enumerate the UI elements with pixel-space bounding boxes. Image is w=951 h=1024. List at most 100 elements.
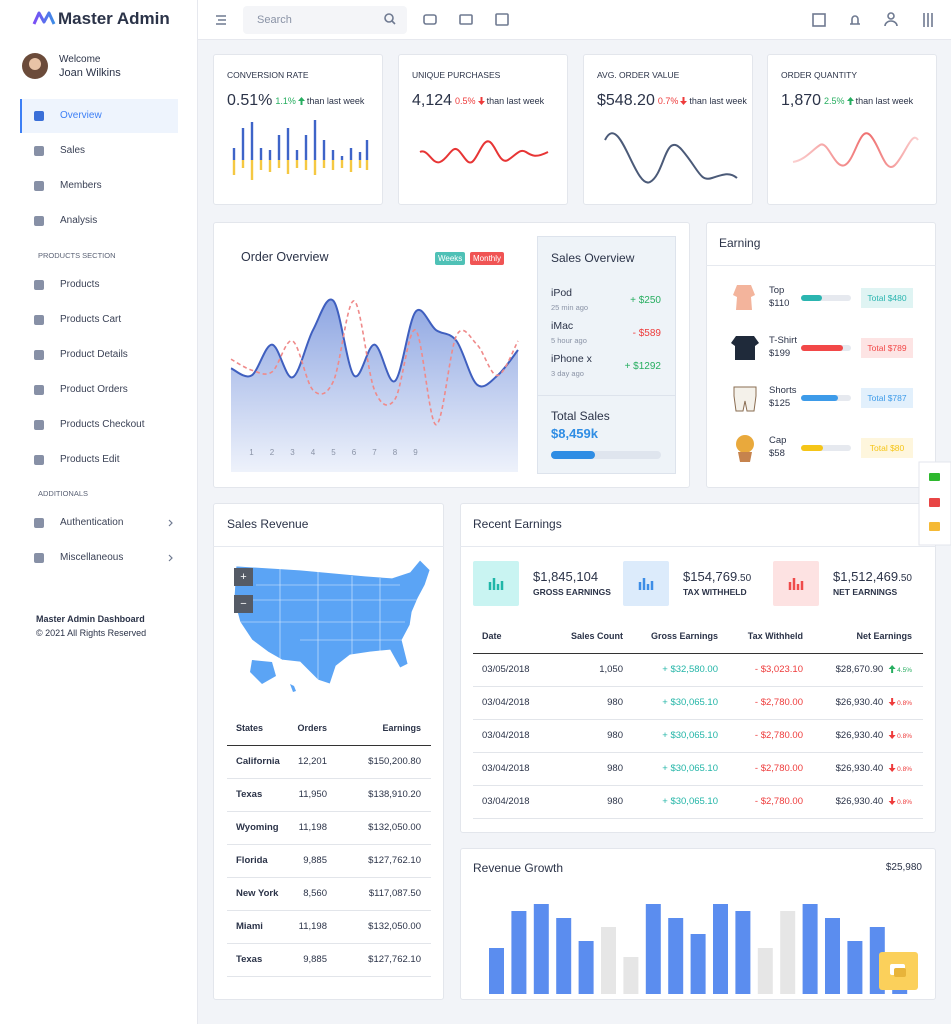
zoom-button[interactable]: − (234, 595, 253, 613)
net-change: 0.8% (886, 698, 912, 707)
summary-amount: $154,769.50 (683, 569, 752, 584)
stat-change: 0.7% (657, 95, 679, 106)
sidebar (0, 0, 198, 1024)
progress-fill (551, 451, 595, 459)
tab[interactable]: Weeks (435, 252, 466, 265)
sales-overview-panel (537, 236, 676, 474)
summary-label: TAX WITHHELD (683, 587, 747, 597)
total-badge: Total $789 (861, 338, 913, 358)
card-title: Recent Earnings (473, 517, 562, 531)
menu-item[interactable]: Products Checkout (60, 419, 145, 430)
card-divider (460, 546, 936, 547)
menu-item[interactable]: Products Cart (60, 314, 122, 325)
menu-item[interactable]: Analysis (60, 215, 98, 226)
table-cell: California (236, 756, 280, 767)
item-price: $199 (769, 348, 791, 359)
row-line (473, 719, 923, 720)
item-time: 3 day ago (551, 369, 584, 378)
menu-item[interactable]: Product Details (60, 349, 128, 360)
menu-item[interactable]: Products (60, 279, 100, 290)
net-earnings: $28,670.90 4.5% (835, 664, 912, 675)
progress-track (801, 295, 851, 301)
panel-title: Sales Overview (551, 251, 635, 265)
menu-item[interactable]: Products Edit (60, 454, 120, 465)
summary-icon-box (773, 561, 819, 606)
table-cell: - $2,780.00 (754, 796, 803, 807)
trend-arrow (888, 797, 896, 805)
stat-value: 0.51% (227, 92, 273, 109)
item-name: iPod (551, 287, 573, 299)
row-line (227, 811, 431, 812)
item-name: Top (769, 285, 785, 296)
card-divider (706, 265, 936, 266)
x-tick-label: 7 (372, 448, 377, 457)
total-badge: Total $80 (861, 438, 913, 458)
section-title: ADDITIONALS (38, 489, 89, 498)
brand-name: Master Admin (58, 9, 170, 28)
menu-item[interactable]: Members (60, 180, 102, 191)
search-box[interactable] (243, 6, 407, 34)
stat-change-wrap: 1.1% than last week (275, 95, 364, 107)
summary-cents: .50 (737, 573, 752, 584)
table-cell: 03/04/2018 (482, 697, 530, 708)
card-title: Earning (719, 236, 761, 250)
table-cell: $117,087.50 (368, 888, 421, 899)
table-cell: + $30,065.10 (662, 697, 718, 708)
x-tick-label: 2 (269, 448, 275, 457)
summary-label: GROSS EARNINGS (533, 587, 611, 597)
menu-item[interactable]: Miscellaneous (60, 552, 124, 563)
growth-total: $25,980 (885, 862, 922, 873)
row-line (227, 877, 431, 878)
menu-item[interactable]: Sales (60, 145, 86, 156)
net-earnings: $26,930.40 0.8% (835, 730, 912, 741)
table-cell: 980 (607, 796, 623, 807)
table-cell: 11,198 (298, 921, 327, 932)
item-time: 5 hour ago (551, 336, 587, 345)
total-value: $8,459k (551, 426, 598, 441)
row-line (227, 943, 431, 944)
stat-change-wrap: 0.7% than last week (658, 95, 747, 107)
trend-arrow (477, 96, 485, 105)
table-cell: 11,198 (298, 822, 327, 833)
card-title: Sales Revenue (227, 517, 309, 531)
menu-item[interactable]: Product Orders (60, 384, 128, 395)
panel-divider (537, 395, 676, 396)
card-divider (213, 546, 444, 547)
total-badge: Total $480 (861, 288, 913, 308)
net-earnings: $26,930.40 0.8% (835, 763, 912, 774)
footer-copyright: © 2021 All Rights Reserved (36, 628, 147, 638)
item-name: T-Shirt (769, 335, 797, 346)
trend-arrow (888, 665, 896, 673)
table-cell: + $30,065.10 (662, 730, 718, 741)
recent-earnings-card (460, 503, 936, 833)
stat-title: CONVERSION RATE (227, 70, 309, 80)
stat-value: $548.20 (597, 92, 655, 109)
stat-title: AVG. ORDER VALUE (597, 70, 680, 80)
item-amount: - $589 (632, 328, 661, 339)
menu-item[interactable]: Overview (60, 110, 102, 121)
item-name: iPhone x (551, 353, 592, 365)
table-cell: + $30,065.10 (662, 796, 718, 807)
row-line (227, 910, 431, 911)
trend-arrow (888, 698, 896, 706)
zoom-button[interactable]: + (234, 568, 253, 586)
trend-arrow (680, 96, 688, 105)
table-cell: 9,885 (303, 954, 327, 965)
table-header: Gross Earnings (650, 631, 718, 641)
row-line (473, 818, 923, 819)
footer-title: Master Admin Dashboard (36, 614, 145, 624)
menu-item[interactable]: Authentication (60, 517, 124, 528)
table-cell: 03/04/2018 (482, 796, 530, 807)
table-cell: 980 (607, 763, 623, 774)
progress-fill (801, 395, 838, 401)
stat-card (767, 54, 937, 205)
table-header: Orders (297, 723, 327, 733)
trend-arrow (888, 731, 896, 739)
stat-note: than last week (689, 95, 747, 106)
trend-arrow (888, 764, 896, 772)
search-placeholder: Search (257, 14, 292, 26)
tab[interactable]: Monthly (470, 252, 505, 265)
stat-card (398, 54, 568, 205)
summary-cents: .50 (898, 573, 912, 584)
row-line (473, 785, 923, 786)
